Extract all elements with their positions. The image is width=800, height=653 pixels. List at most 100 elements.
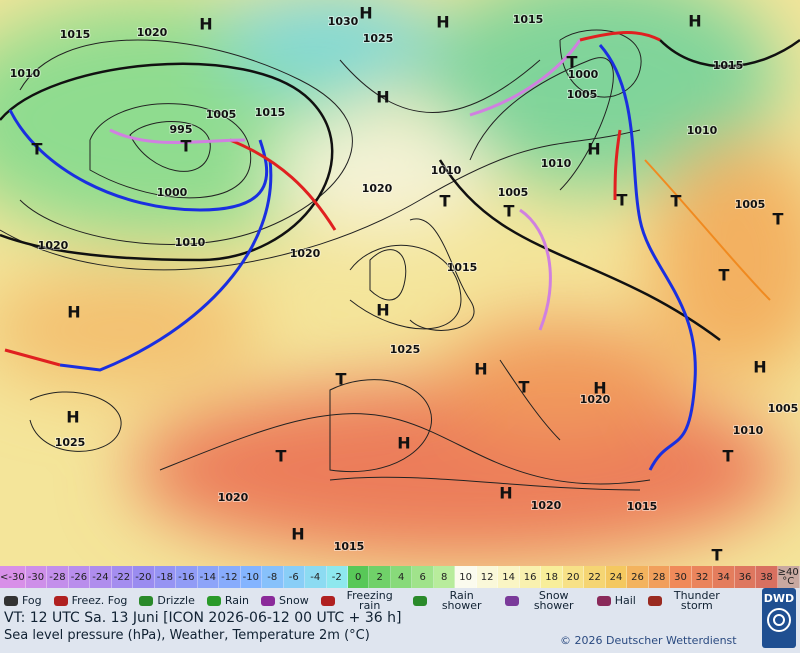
temperature-scale: <-30 -30 -28 -26 -24 -22 -20 -18 -16 -14 -12 -10 -8-… [0,566,800,588]
weather-legend: Fog Freez. Fog Drizzle Rain Snow Freezing rai… [4,589,764,613]
high-center: H [397,434,410,453]
valid-time: VT: 12 UTC Sa. 13 Juni [ICON 2026-06-12 … [4,610,402,626]
low-center: T [440,192,451,211]
pressure-label: 1020 [38,239,69,252]
pressure-label: 1025 [363,32,394,45]
weather-item: Rain [206,589,249,613]
high-center: H [376,88,389,107]
weather-icon [504,596,519,606]
scale-cell: -4 [305,566,327,588]
high-center: H [587,140,600,159]
low-center: T [719,266,730,285]
weather-label: Fog [22,594,42,607]
pressure-label: 1015 [627,500,658,513]
pressure-label: 1020 [218,491,249,504]
pressure-label: 1015 [60,28,91,41]
scale-cell: 32 [691,566,714,588]
scale-cell: 36 [734,566,757,588]
weather-label: Thunder storm [673,589,720,612]
scale-cell: 16 [519,566,542,588]
weather-label: Snow [279,594,309,607]
pressure-label: 1000 [568,68,599,81]
copyright: © 2026 Deutscher Wetterdienst [560,634,737,647]
pressure-label: 1015 [447,261,478,274]
subtitle: Sea level pressure (hPa), Weather, Tempe… [4,628,370,643]
scale-cell: 12 [476,566,499,588]
pressure-label: 1015 [513,13,544,26]
scale-cell: 34 [713,566,735,588]
pressure-label: 1025 [390,343,421,356]
pressure-label: 1020 [290,247,321,260]
weather-item: Drizzle [139,589,195,613]
high-center: H [67,303,80,322]
weather-label: Freez. Fog [71,594,128,607]
scale-cell: ≥40 °C [777,566,800,588]
logo: DWD [762,588,796,648]
weather-label: Drizzle [157,594,195,607]
weather-icon [206,596,221,606]
fronts [4,31,771,471]
scale-cell: 30 [670,566,692,588]
scale-cell: 0 [347,566,370,588]
low-center: T [723,447,734,466]
scale-cell: -14 [197,566,220,588]
weather-map: 1015 1020 1010 1030 1025 1015 1015 1000 1005 995 1… [0,0,800,566]
high-center: H [376,301,389,320]
weather-item: Snow shower [504,589,585,613]
scale-cell: 6 [412,566,434,588]
logo-text: DWD [763,592,795,605]
weather-icon [261,596,276,606]
weather-icon [53,596,68,606]
pressure-label: 1010 [733,424,764,437]
weather-item: Freez. Fog [53,589,128,613]
pressure-label: 1005 [567,88,598,101]
scale-cell: -28 [47,566,69,588]
scale-cell: -12 [219,566,241,588]
high-center: H [436,13,449,32]
weather-label: Snow shower [533,589,574,612]
weather-label: Freezing rain [346,589,393,612]
scale-cell: -18 [154,566,177,588]
scale-cell: -8 [262,566,284,588]
scale-cell: -30 [25,566,48,588]
pressure-label: 1005 [206,108,237,121]
scale-cell: 14 [498,566,520,588]
main-isobars [0,38,800,342]
scale-cell: 10 [455,566,477,588]
scale-cell: 2 [369,566,391,588]
logo-icon [767,608,791,632]
temperature-field [0,0,800,560]
pressure-label: 1015 [713,59,744,72]
weather-icon [320,596,335,606]
pressure-label: 1030 [328,15,359,28]
weather-item: Hail [596,589,636,613]
high-center: H [474,360,487,379]
high-center: H [499,484,512,503]
pressure-label: 1010 [431,164,462,177]
pressure-label: 1010 [541,157,572,170]
weather-icon [647,596,662,606]
low-center: T [181,137,192,156]
pressure-label: 1010 [687,124,718,137]
low-center: T [773,210,784,229]
low-center: T [712,546,723,565]
high-center: H [753,358,766,377]
low-center: T [276,447,287,466]
pressure-label: 1020 [362,182,393,195]
scale-cell: -10 [240,566,263,588]
scale-cell: 18 [541,566,563,588]
scale-cell: <-30 [0,566,26,588]
scale-cell: -26 [68,566,91,588]
coastlines [329,57,641,491]
pressure-label: 1010 [175,236,206,249]
scale-cell: -6 [283,566,306,588]
low-center: T [504,202,515,221]
pressure-label: 1005 [735,198,766,211]
scale-cell: -20 [133,566,155,588]
pressure-label: 1015 [255,106,286,119]
scale-cell: -22 [111,566,134,588]
high-center: H [688,12,701,31]
scale-cell: 8 [433,566,456,588]
isobars [0,29,651,485]
scale-cell: -16 [176,566,198,588]
